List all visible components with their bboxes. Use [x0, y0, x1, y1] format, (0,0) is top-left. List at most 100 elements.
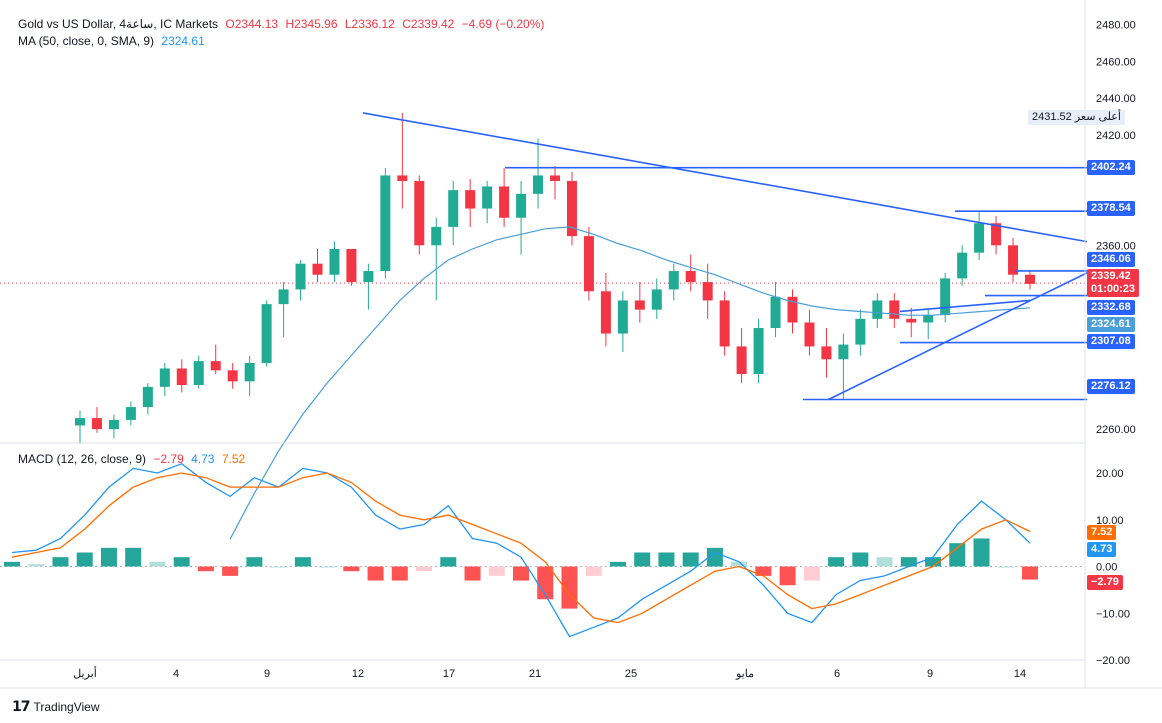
downtrend-line	[362, 112, 1088, 243]
high-label-tag: أعلى سعر 2431.52	[1028, 110, 1125, 125]
macd-histogram-bar	[367, 566, 384, 581]
candle-body	[634, 300, 645, 310]
candle-body	[244, 362, 255, 382]
macd-tick-label: 20.00	[1096, 468, 1124, 480]
ma-price-tag: 2324.61	[1087, 317, 1135, 332]
macd-histogram-bar	[52, 557, 69, 567]
candle-body	[991, 223, 1002, 246]
macd-hist-tag: −2.79	[1087, 575, 1123, 590]
price-tick-label: 2460.00	[1096, 56, 1136, 68]
candle-body	[719, 300, 730, 347]
macd-histogram-bar	[513, 566, 529, 581]
candle-body	[1025, 274, 1035, 284]
time-tick-label: 17	[443, 668, 455, 680]
candle-body	[108, 419, 119, 430]
macd-signal-tag: 7.52	[1087, 525, 1117, 540]
low-value: L2336.12	[344, 17, 395, 31]
macd-histogram-bar	[343, 566, 360, 572]
ma-label[interactable]: MA (50, close, 0, SMA, 9)	[18, 34, 155, 48]
candle-body	[736, 346, 747, 374]
time-tick-label: 6	[834, 668, 840, 680]
price-tick-label: 2260.00	[1096, 424, 1136, 436]
candle-body	[397, 175, 408, 181]
candle-body	[312, 263, 323, 275]
candle-body	[142, 386, 153, 408]
macd-label[interactable]: MACD (12, 26, close, 9)	[18, 452, 147, 466]
macd-histogram-bar	[900, 557, 917, 567]
level-2378-tag: 2378.54	[1087, 201, 1135, 216]
macd-tick-label: −10.00	[1096, 608, 1130, 620]
macd-histogram-bar	[585, 566, 602, 576]
macd-histogram-bar	[973, 538, 990, 567]
macd-histogram-bar	[197, 566, 214, 572]
price-tick-label: 2360.00	[1096, 240, 1136, 252]
candle-body	[278, 289, 289, 305]
candle-body	[482, 186, 493, 209]
moving-average-line	[229, 226, 1031, 540]
open-value: O2344.13	[225, 17, 279, 31]
macd-histogram-bar	[876, 557, 893, 567]
candle-body	[91, 418, 102, 430]
macd-histogram-bar	[658, 552, 675, 567]
macd-histogram-bar	[270, 566, 287, 568]
macd-line-tag: 4.73	[1087, 542, 1117, 557]
macd-histogram-bar	[779, 566, 796, 586]
macd-histogram-bar	[731, 561, 748, 567]
candle-body	[159, 368, 170, 387]
candle-body	[227, 370, 238, 382]
high-value: H2345.96	[285, 17, 338, 31]
candle-body	[363, 271, 374, 283]
macd-histogram-bar	[173, 557, 190, 567]
candle-body	[753, 328, 764, 374]
macd-histogram-bar	[464, 566, 481, 581]
candle-body	[533, 175, 544, 194]
candle-body	[957, 252, 968, 279]
macd-histogram-bar	[852, 552, 869, 567]
candle-body	[804, 322, 815, 347]
macd-histogram-bar	[925, 557, 942, 567]
macd-histogram-bar	[609, 561, 626, 567]
candle-body	[261, 304, 272, 363]
candle-countdown: 01:00:23	[1091, 283, 1136, 295]
candle-body	[465, 190, 476, 209]
symbol-label[interactable]: Gold vs US Dollar, 4ساعة, IC Markets	[18, 17, 219, 31]
macd-histogram-bar	[1022, 566, 1038, 580]
level-2307-tag: 2307.08	[1087, 334, 1135, 349]
candle-body	[550, 175, 560, 181]
time-tick-label: 14	[1014, 668, 1026, 680]
candle-body	[346, 248, 357, 283]
macd-line	[11, 462, 1031, 638]
macd-tick-label: 0.00	[1096, 562, 1117, 574]
level-2332-tag: 2332.68	[1087, 300, 1135, 315]
candle-body	[872, 300, 883, 319]
macd-histogram-bar	[319, 566, 336, 568]
macd-histogram-bar	[803, 566, 820, 581]
time-tick-label: 25	[625, 668, 637, 680]
uptrend-inner-line	[899, 299, 1031, 313]
candle-body	[210, 361, 221, 371]
candle-body	[974, 223, 985, 253]
candle-body	[821, 346, 832, 360]
candle-body	[583, 236, 594, 292]
tradingview-footer[interactable]: 𝟭𝟳 TradingView	[12, 698, 100, 715]
candle-body	[125, 407, 136, 420]
high-label: أعلى سعر	[1074, 111, 1121, 123]
time-tick-label: 9	[264, 668, 270, 680]
macd-tick-label: −20.00	[1096, 655, 1130, 667]
macd-histogram-bar	[949, 543, 966, 567]
macd-histogram-bar	[755, 566, 772, 576]
candle-body	[940, 278, 951, 316]
candle-body	[414, 180, 425, 246]
close-value: C2339.42	[402, 17, 455, 31]
macd-signal-line	[11, 472, 1031, 624]
time-tick-label: 9	[927, 668, 933, 680]
macd-histogram-bar	[222, 566, 239, 576]
time-tick-label: 21	[529, 668, 541, 680]
macd-signal-value: 7.52	[221, 452, 246, 466]
candle-body	[448, 190, 459, 227]
macd-histogram-bar	[149, 561, 166, 567]
current-price-tag: 2339.42 01:00:23	[1087, 269, 1140, 297]
candle-body	[1008, 245, 1019, 275]
candle-body	[889, 300, 900, 319]
